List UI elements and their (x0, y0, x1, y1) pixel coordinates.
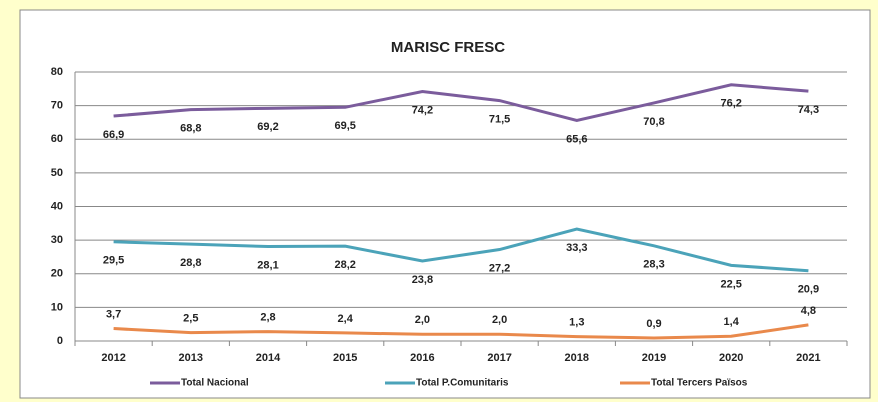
data-label: 76,2 (720, 98, 741, 110)
data-label: 28,2 (334, 259, 355, 271)
data-label: 22,5 (720, 278, 741, 290)
data-label: 28,3 (643, 259, 664, 271)
legend-label: Total Nacional (181, 378, 249, 389)
y-tick-label: 10 (51, 301, 63, 313)
data-label: 2,8 (260, 311, 275, 323)
data-label: 68,8 (180, 123, 201, 135)
x-tick-label: 2020 (719, 352, 743, 364)
y-tick-label: 70 (51, 100, 63, 112)
data-label: 23,8 (412, 274, 433, 286)
x-tick-label: 2014 (256, 352, 281, 364)
data-label: 28,8 (180, 257, 201, 269)
line (113, 227, 809, 273)
legend-label: Total Tercers Països (651, 378, 748, 389)
data-label: 2,0 (492, 314, 507, 326)
y-tick-label: 80 (51, 66, 63, 78)
data-label: 71,5 (489, 113, 510, 125)
data-label: 1,4 (724, 316, 740, 328)
data-label: 2,4 (338, 313, 354, 325)
data-label: 69,2 (257, 121, 278, 133)
data-label: 29,5 (103, 255, 124, 267)
data-label: 0,9 (646, 318, 661, 330)
x-tick-label: 2018 (565, 352, 589, 364)
chart-title: MARISC FRESC (391, 39, 505, 56)
y-tick-label: 30 (51, 234, 63, 246)
data-label: 74,3 (798, 104, 819, 116)
x-tick-label: 2013 (179, 352, 203, 364)
data-label: 4,8 (801, 305, 816, 317)
data-label: 3,7 (106, 308, 121, 320)
x-tick-label: 2015 (333, 352, 357, 364)
data-label: 70,8 (643, 116, 664, 128)
data-label: 20,9 (798, 284, 819, 296)
y-tick-label: 60 (51, 133, 63, 145)
data-label: 27,2 (489, 262, 510, 274)
x-tick-label: 2016 (410, 352, 434, 364)
data-label: 1,3 (569, 317, 584, 329)
x-tick-label: 2021 (796, 352, 820, 364)
x-tick-label: 2017 (487, 352, 511, 364)
data-label: 65,6 (566, 133, 587, 145)
x-tick-label: 2019 (642, 352, 666, 364)
y-tick-label: 0 (57, 335, 63, 347)
x-tick-label: 2012 (101, 352, 125, 364)
y-tick-label: 50 (51, 167, 63, 179)
data-label: 2,0 (415, 314, 430, 326)
data-label: 69,5 (334, 120, 355, 132)
line (113, 83, 809, 122)
legend-label: Total P.Comunitaris (416, 378, 509, 389)
data-label: 28,1 (257, 259, 278, 271)
data-label: 66,9 (103, 129, 124, 141)
line (113, 323, 809, 340)
y-tick-label: 20 (51, 268, 63, 280)
data-label: 74,2 (412, 104, 433, 116)
data-label: 2,5 (183, 313, 198, 325)
y-tick-label: 40 (51, 200, 63, 212)
data-label: 33,3 (566, 242, 587, 254)
chart-frame (19, 9, 871, 399)
